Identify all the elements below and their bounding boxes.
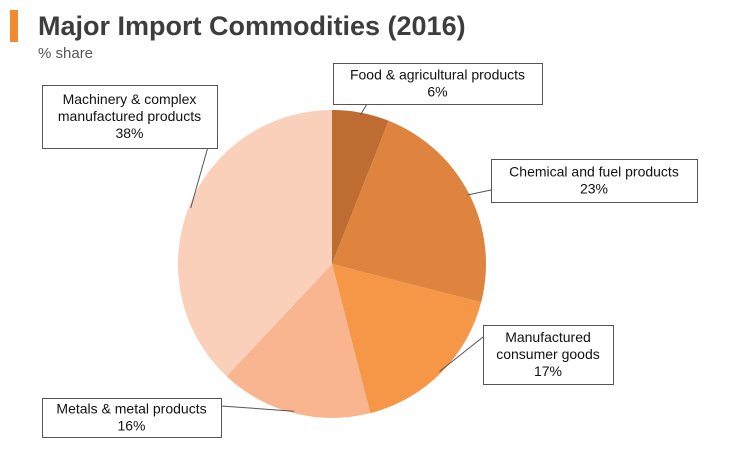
slice-value-label: 23% bbox=[580, 181, 608, 197]
label-box bbox=[483, 325, 614, 385]
slice-category-label: consumer goods bbox=[496, 346, 600, 362]
leader-line-chemical-and-fuel-products bbox=[467, 189, 492, 196]
slice-category-label: Metals & metal products bbox=[56, 401, 206, 417]
slice-category-label: Machinery & complex bbox=[63, 91, 197, 107]
chart-subtitle: % share bbox=[38, 45, 94, 62]
leader-line-metals-metal-products bbox=[220, 405, 295, 412]
slice-value-label: 16% bbox=[117, 418, 145, 434]
label-box bbox=[491, 159, 698, 203]
leader-line-manufactured-consumer-goods bbox=[439, 336, 484, 372]
title-accent-bar bbox=[10, 10, 18, 42]
pie-slice-manufactured-consumer-goods bbox=[332, 264, 482, 414]
pie-slice-machinery-complex-manufactured-products bbox=[178, 110, 332, 377]
chart-title: Major Import Commodities (2016) bbox=[38, 11, 466, 41]
label-box bbox=[42, 85, 218, 149]
leader-line-food-agricultural-products bbox=[360, 103, 368, 115]
slice-category-label: manufactured products bbox=[58, 108, 201, 124]
pie-slice-chemical-and-fuel-products bbox=[332, 120, 486, 303]
slice-category-label: Food & agricultural products bbox=[350, 67, 525, 83]
pie-slice-food-agricultural-products bbox=[332, 110, 389, 264]
slice-category-label: Chemical and fuel products bbox=[509, 164, 679, 180]
label-box bbox=[42, 398, 222, 438]
label-box bbox=[333, 63, 543, 105]
slice-value-label: 17% bbox=[534, 363, 562, 379]
slice-value-label: 6% bbox=[427, 84, 447, 100]
slice-category-label: Manufactured bbox=[505, 329, 591, 345]
slice-value-label: 38% bbox=[115, 125, 143, 141]
pie-slice-metals-metal-products bbox=[226, 264, 371, 418]
